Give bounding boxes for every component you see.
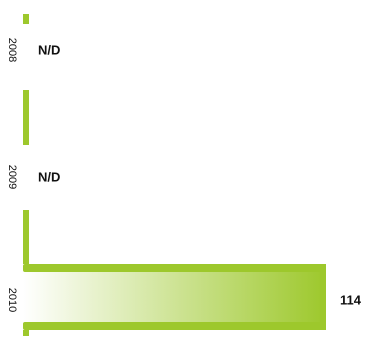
bar-right-edge-2010 [320,264,326,330]
value-label-2009: N/D [38,170,60,185]
axis-spine-segment-0 [23,14,29,24]
bar-bottom-edge-2010 [23,322,326,330]
category-label-2008: 2008 [6,38,18,62]
value-label-2008: N/D [38,43,60,58]
value-label-2010: 114 [340,293,362,308]
chart-marks: 2008 N/D 2009 N/D 2010 114 [6,14,362,336]
bar-2010 [23,264,326,330]
category-label-2010: 2010 [6,288,18,312]
bar-top-edge-2010 [23,264,326,272]
category-label-2009: 2009 [6,165,18,189]
axis-spine-segment-1 [23,90,29,145]
